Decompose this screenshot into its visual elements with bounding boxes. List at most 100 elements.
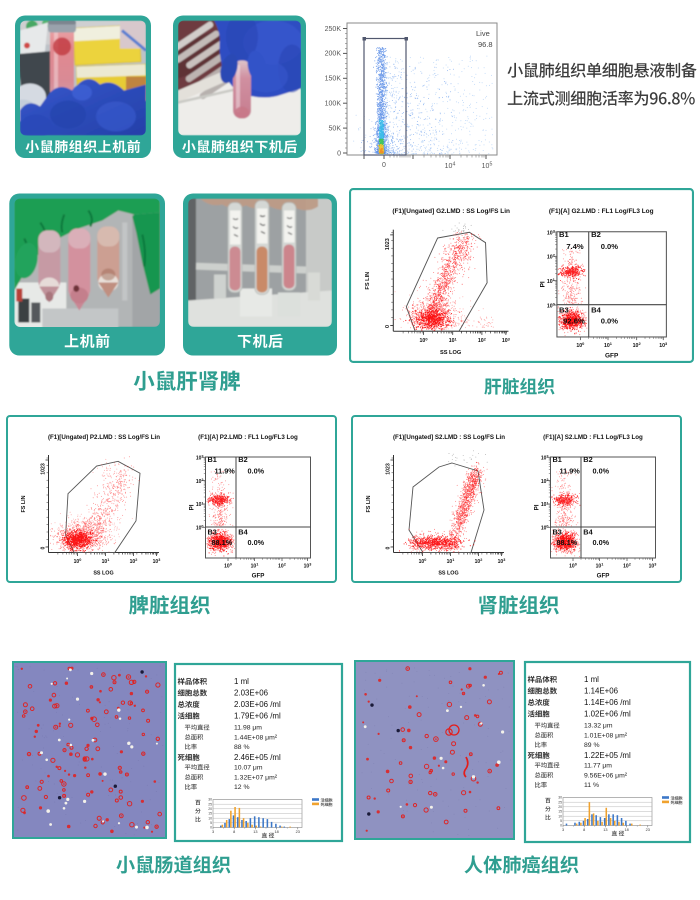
svg-text:101: 101 (547, 277, 556, 285)
svg-text:105: 105 (482, 162, 493, 170)
svg-text:3: 3 (212, 830, 214, 834)
svg-text:100K: 100K (325, 101, 342, 108)
svg-text:(F1)[A] S2.LMD : FL1 Log/FL3 L: (F1)[A] S2.LMD : FL1 Log/FL3 Log (543, 434, 643, 441)
svg-text:102: 102 (633, 341, 642, 349)
svg-text:Live: Live (476, 29, 490, 38)
svg-text:10: 10 (208, 816, 212, 820)
svg-text:11.9%: 11.9% (215, 467, 236, 476)
svg-text:20: 20 (558, 805, 562, 809)
svg-text:100: 100 (569, 563, 577, 570)
svg-text:101: 101 (596, 563, 604, 570)
svg-text:1.14E+06 /ml: 1.14E+06 /ml (584, 698, 631, 707)
svg-text:102: 102 (541, 478, 549, 485)
svg-text:23: 23 (646, 828, 650, 832)
svg-text:FS LIN: FS LIN (21, 495, 27, 512)
svg-text:0: 0 (560, 824, 562, 828)
svg-text:101: 101 (449, 336, 458, 344)
svg-text:1.79E+06 /ml: 1.79E+06 /ml (234, 712, 281, 721)
svg-text:0: 0 (382, 162, 386, 169)
svg-text:101: 101 (102, 558, 110, 565)
svg-text:92.6%: 92.6% (563, 316, 585, 325)
svg-text:12 %: 12 % (234, 784, 250, 791)
svg-text:5: 5 (560, 819, 562, 823)
svg-text:(F1)[Ungated] G2.LMD : SS Log/: (F1)[Ungated] G2.LMD : SS Log/FS Lin (392, 208, 510, 215)
svg-text:50K: 50K (329, 125, 342, 132)
svg-text:8: 8 (583, 828, 585, 832)
svg-text:101: 101 (196, 501, 204, 508)
svg-text:B2: B2 (591, 230, 601, 239)
svg-text:11.77 μm: 11.77 μm (584, 763, 612, 770)
svg-text:(F1)[A] P2.LMD : FL1 Log/FL3 L: (F1)[A] P2.LMD : FL1 Log/FL3 Log (198, 434, 298, 441)
svg-text:88 %: 88 % (234, 744, 250, 751)
svg-text:102: 102 (478, 336, 487, 344)
svg-text:GFP: GFP (597, 573, 610, 580)
svg-text:10: 10 (558, 814, 562, 818)
svg-text:150K: 150K (325, 76, 342, 83)
svg-text:18: 18 (274, 830, 278, 834)
svg-text:102: 102 (475, 558, 483, 565)
svg-text:96.8: 96.8 (478, 40, 493, 49)
svg-text:1.14E+06: 1.14E+06 (584, 687, 619, 696)
svg-text:5: 5 (210, 821, 212, 825)
svg-text:1.32E+07 μm²: 1.32E+07 μm² (234, 774, 278, 781)
svg-text:PI: PI (539, 281, 546, 287)
svg-text:102: 102 (278, 563, 286, 570)
svg-text:250K: 250K (325, 26, 342, 33)
svg-text:15: 15 (208, 812, 212, 816)
svg-text:B3: B3 (559, 305, 569, 314)
svg-text:1.02E+06 /ml: 1.02E+06 /ml (584, 710, 631, 719)
svg-text:100: 100 (74, 558, 82, 565)
svg-text:18: 18 (624, 828, 628, 832)
svg-text:1 ml: 1 ml (584, 675, 599, 684)
svg-text:1023: 1023 (386, 463, 392, 475)
svg-text:23: 23 (296, 830, 300, 834)
svg-text:SS LOG: SS LOG (438, 571, 458, 577)
svg-text:103: 103 (649, 563, 657, 570)
svg-text:13.32 μm: 13.32 μm (584, 723, 613, 730)
svg-text:1023: 1023 (41, 463, 47, 475)
svg-text:103: 103 (196, 455, 204, 462)
svg-text:100: 100 (224, 563, 232, 570)
svg-text:2.03E+06: 2.03E+06 (234, 689, 269, 698)
svg-text:B4: B4 (238, 528, 248, 537)
svg-text:102: 102 (196, 478, 204, 485)
svg-text:7.4%: 7.4% (566, 242, 584, 251)
svg-text:PI: PI (534, 504, 541, 510)
svg-text:PI: PI (189, 504, 196, 510)
svg-text:100: 100 (420, 336, 429, 344)
svg-text:B2: B2 (583, 455, 592, 464)
svg-text:11.98 μm: 11.98 μm (234, 725, 262, 732)
svg-text:88.1%: 88.1% (557, 538, 578, 547)
svg-text:100: 100 (547, 301, 556, 309)
svg-text:101: 101 (447, 558, 455, 565)
svg-text:1.44E+08 μm²: 1.44E+08 μm² (234, 734, 278, 741)
svg-text:SS LOG: SS LOG (440, 350, 462, 356)
svg-text:20: 20 (208, 807, 212, 811)
svg-text:10.07 μm: 10.07 μm (234, 765, 263, 772)
svg-text:SS LOG: SS LOG (93, 571, 113, 577)
svg-text:3: 3 (562, 828, 564, 832)
svg-text:102: 102 (547, 253, 556, 261)
svg-text:0: 0 (337, 150, 341, 157)
svg-text:103: 103 (304, 563, 312, 570)
svg-text:101: 101 (604, 341, 613, 349)
svg-text:2.46E+05 /ml: 2.46E+05 /ml (234, 753, 281, 762)
svg-text:100: 100 (576, 341, 585, 349)
svg-text:FS LIN: FS LIN (366, 495, 372, 512)
svg-text:B1: B1 (553, 455, 562, 464)
svg-text:103: 103 (547, 228, 556, 236)
svg-text:88.1%: 88.1% (212, 538, 233, 547)
svg-text:30: 30 (208, 798, 212, 802)
svg-text:0.0%: 0.0% (248, 538, 265, 547)
svg-text:B1: B1 (208, 455, 217, 464)
svg-text:100: 100 (196, 525, 204, 532)
svg-text:103: 103 (659, 341, 668, 349)
svg-text:1023: 1023 (385, 238, 391, 250)
svg-text:15: 15 (558, 810, 562, 814)
svg-text:100: 100 (541, 525, 549, 532)
svg-text:FS LIN: FS LIN (365, 272, 371, 290)
svg-text:B3: B3 (553, 528, 562, 537)
svg-text:0: 0 (41, 546, 47, 549)
svg-text:0: 0 (210, 826, 212, 830)
svg-text:8: 8 (233, 830, 235, 834)
